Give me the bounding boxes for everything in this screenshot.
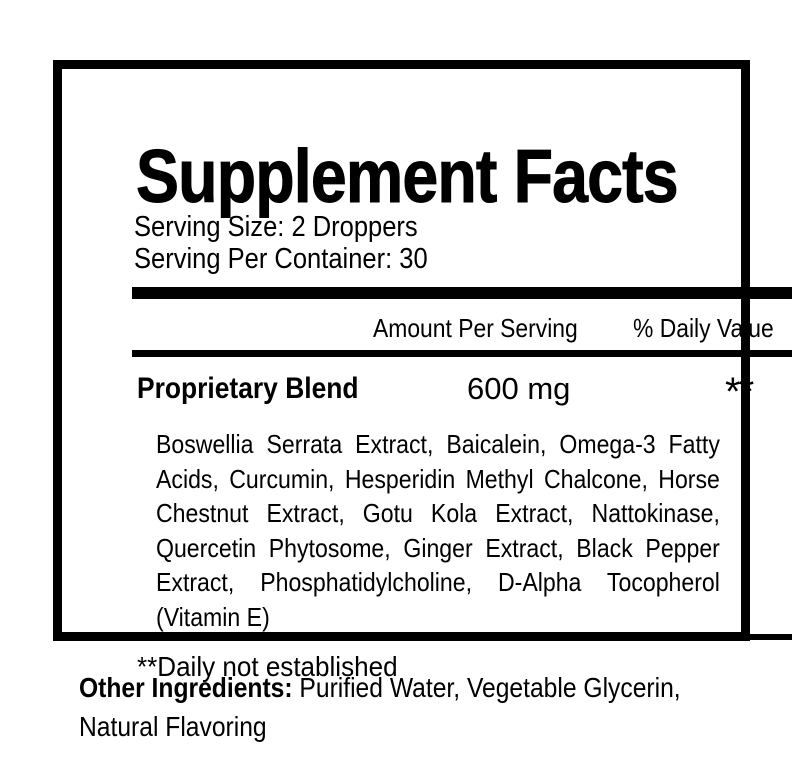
- serving-info: Serving Size: 2 Droppers Serving Per Con…: [134, 211, 428, 275]
- divider-medium: [132, 350, 792, 357]
- divider-thin: [132, 634, 792, 640]
- other-ingredients-value: Purified Water, Vegetable Glycerin, Natu…: [79, 672, 681, 742]
- supplement-facts-panel: Supplement Facts Serving Size: 2 Dropper…: [53, 60, 792, 681]
- blend-ingredients-paragraph: Boswellia Serrata Extract, Baicalein, Om…: [156, 429, 720, 632]
- column-header-amount-per-serving: Amount Per Serving: [373, 313, 578, 343]
- blend-daily-value-asterisks: **: [725, 370, 754, 414]
- divider-thick: [132, 287, 792, 299]
- other-ingredients-section: Other Ingredients: Purified Water, Veget…: [79, 668, 713, 746]
- blend-amount: 600 mg: [467, 371, 571, 406]
- panel-title: Supplement Facts: [136, 134, 679, 218]
- blend-name: Proprietary Blend: [137, 372, 359, 405]
- other-ingredients-label: Other Ingredients:: [79, 672, 293, 703]
- daily-value-footnote: **Daily not established: [137, 651, 398, 682]
- column-header-daily-value: % Daily Value: [633, 313, 774, 343]
- servings-per-container-text: Serving Per Container: 30: [134, 243, 428, 275]
- serving-size-text: Serving Size: 2 Droppers: [134, 211, 418, 243]
